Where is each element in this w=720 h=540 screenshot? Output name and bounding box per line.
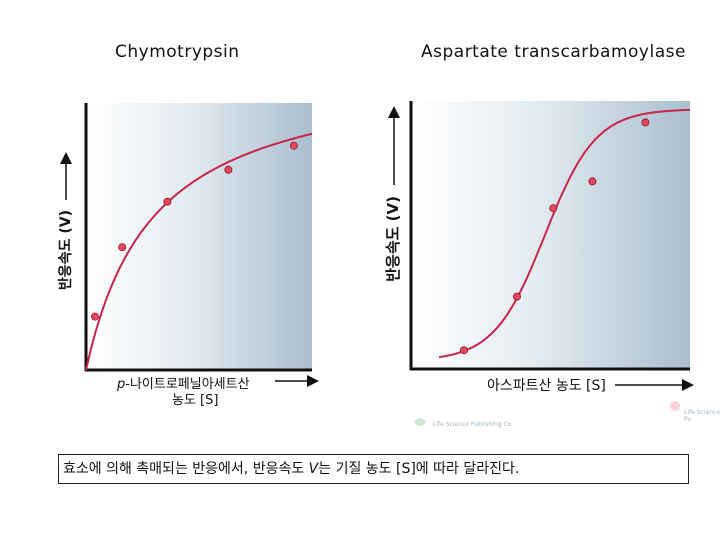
watermark-text-2: Life Science Pu <box>684 409 720 423</box>
chart1-x-label-prefix: p <box>116 377 125 392</box>
caption: 효소에 의해 촉매되는 반응에서, 반응속도 V는 기질 농도 [S]에 따라 … <box>58 454 689 484</box>
chart1-point-4 <box>224 165 233 174</box>
chart2-points <box>459 118 650 355</box>
chart2-point-2 <box>513 292 522 301</box>
chart1-plot-area <box>86 103 312 370</box>
caption-part2: 는 기질 농도 [S]에 따라 달라진다. <box>318 461 520 477</box>
chart2-y-label: 반응속도 (V) <box>384 196 402 282</box>
chart1-point-2 <box>118 243 127 252</box>
chart1-y-label: 반응속도 (V) <box>57 210 74 290</box>
caption-variable: V <box>308 461 319 477</box>
chart1-x-label-line1: p-나이트로페닐아세트산 <box>116 377 250 392</box>
chart2-plot-area <box>411 101 690 369</box>
chart2-point-4 <box>588 177 597 186</box>
watermark-text-1: Life Science Publishing Co. <box>433 421 514 428</box>
chart2-curve <box>438 108 690 359</box>
caption-part1: 효소에 의해 촉매되는 반응에서, 반응속도 <box>63 461 309 477</box>
chart1-point-1 <box>91 312 100 321</box>
chart1-x-label-line2: 농도 [S] <box>172 393 218 408</box>
chart1-x-label-text: -나이트로페닐아세트산 <box>125 377 249 392</box>
chart1-title: Chymotrypsin <box>115 42 240 62</box>
chart2-point-5 <box>641 118 650 127</box>
chart2-point-1 <box>459 346 468 355</box>
chart1-point-5 <box>289 141 298 150</box>
chart1-point-3 <box>163 197 172 206</box>
chart2-x-label: 아스파트산 농도 [S] <box>487 378 606 394</box>
watermark-leaf-icon <box>414 418 426 426</box>
chart2-title: Aspartate transcarbamoylase <box>421 42 686 62</box>
chart1-points <box>91 141 298 321</box>
watermark-logo-icon <box>670 401 680 411</box>
chart1-curve <box>85 132 313 371</box>
chart2-point-3 <box>549 204 558 213</box>
